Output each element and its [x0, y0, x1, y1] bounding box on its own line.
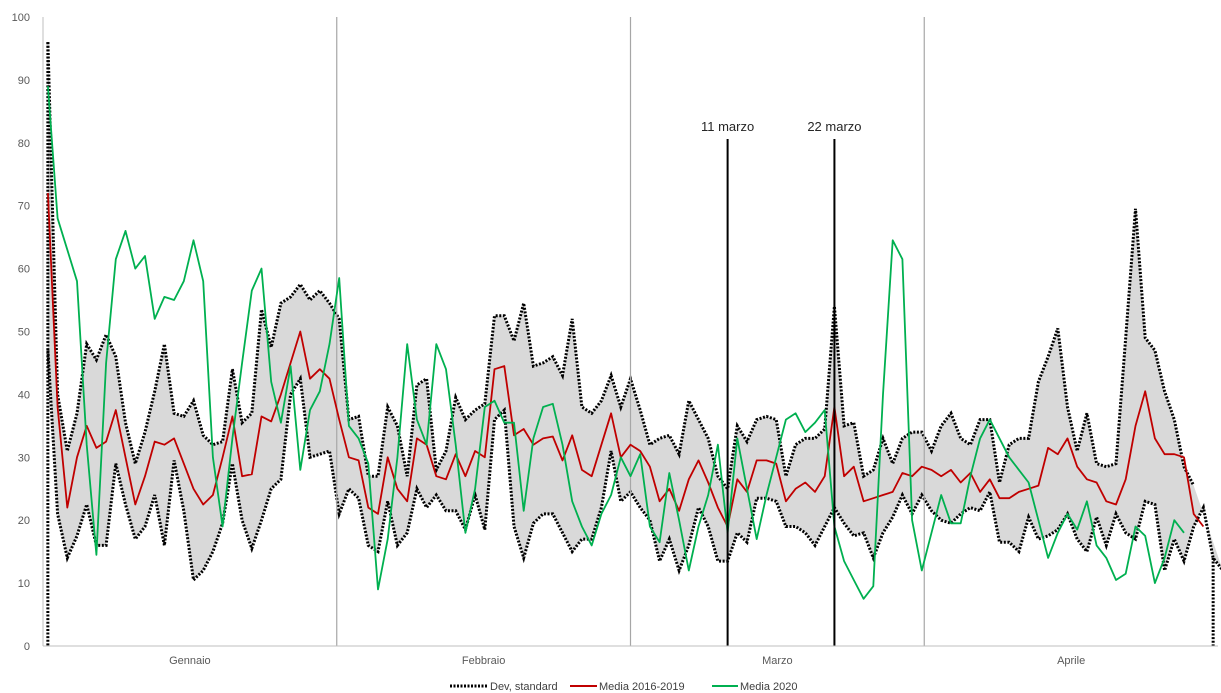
series-lines — [47, 86, 1205, 600]
std-dev-area — [47, 42, 1221, 580]
x-tick-label: Aprile — [1057, 655, 1085, 667]
x-tick-label: Febbraio — [462, 655, 505, 667]
y-tick-label: 40 — [18, 389, 30, 401]
x-axis — [42, 17, 1218, 647]
y-tick-label: 20 — [18, 515, 30, 527]
y-tick-label: 90 — [18, 75, 30, 87]
month-separators — [336, 17, 925, 646]
event-annotations: 11 marzo 22 marzo — [701, 119, 862, 646]
y-tick-label: 100 — [12, 12, 30, 24]
series-line-mean-2016-2019 — [47, 193, 1205, 528]
x-tick-label: Marzo — [762, 655, 793, 667]
std-dev-upper-line — [46, 42, 1196, 493]
x-tick-label: Gennaio — [169, 655, 211, 667]
y-tick-label: 0 — [24, 641, 30, 653]
y-tick-label: 60 — [18, 264, 30, 276]
legend-label-mean-2020: Media 2020 — [740, 681, 798, 693]
std-dev-band — [46, 42, 1221, 646]
legend: Dev, standard Media 2016-2019 Media 2020 — [450, 681, 798, 693]
event-label: 22 marzo — [807, 119, 861, 134]
series-line-mean-2020 — [47, 86, 1185, 600]
legend-label-mean-2016-2019: Media 2016-2019 — [599, 681, 685, 693]
y-tick-label: 70 — [18, 201, 30, 213]
y-tick-label: 80 — [18, 138, 30, 150]
event-label: 11 marzo — [701, 119, 754, 134]
std-dev-lower-line — [46, 350, 1221, 584]
legend-label-std-dev: Dev, standard — [490, 681, 558, 693]
month-labels: Gennaio Febbraio Marzo Aprile — [169, 655, 1085, 667]
y-tick-label: 30 — [18, 452, 30, 464]
y-tick-label: 50 — [18, 327, 30, 339]
y-tick-label: 10 — [18, 578, 30, 590]
y-axis-ticks: 0 10 20 30 40 50 60 70 80 90 100 — [12, 12, 30, 653]
